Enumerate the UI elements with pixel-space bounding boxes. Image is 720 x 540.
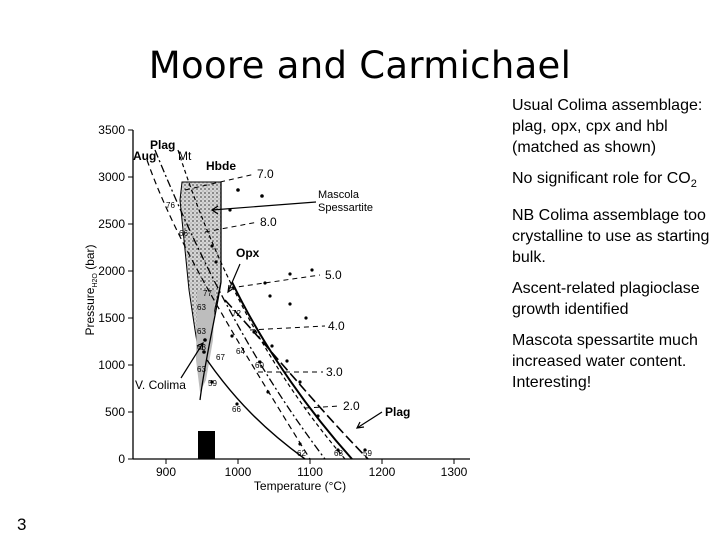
y-axis-ticks xyxy=(128,129,133,460)
note-co2-subscript: 2 xyxy=(690,178,697,191)
note-co2-text: No significant role for CO xyxy=(512,170,691,187)
page-number: 3 xyxy=(17,515,27,534)
run-number: 66 xyxy=(179,229,188,238)
label-spessartite: Spessartite xyxy=(318,202,373,214)
y-axis-tick-labels: 0 500 1000 1500 2000 2500 3000 3500 xyxy=(98,123,125,466)
run-number: 62 xyxy=(297,449,306,458)
phase-label-hbde: Hbde xyxy=(206,159,236,173)
starting-bulk-block xyxy=(198,431,215,459)
y-axis-label-sub: H2O xyxy=(92,273,99,288)
phase-label-aug: Aug xyxy=(133,149,156,163)
plag-left-boundary-curve xyxy=(154,149,326,460)
rock-labels: Mascola Spessartite V. Colima xyxy=(135,189,373,392)
v-colima-inner-curve xyxy=(206,359,306,460)
phase-boundaries xyxy=(146,149,369,460)
run-number: 76 xyxy=(166,201,175,210)
isopleth-label: 2.0 xyxy=(343,399,360,413)
y-axis-label-unit: (bar) xyxy=(83,244,97,273)
x-tick-label: 900 xyxy=(156,465,176,479)
run-number: 68 xyxy=(334,449,343,458)
phase-label-plag: Plag xyxy=(150,138,175,152)
y-axis-label-main: Pressure xyxy=(83,287,97,335)
phase-label-opx: Opx xyxy=(236,246,260,260)
y-tick-label: 3500 xyxy=(98,123,125,137)
phase-label-plag-lower: Plag xyxy=(385,405,410,419)
isopleth-labels: 7.0 8.0 5.0 4.0 3.0 2.0 xyxy=(257,167,360,413)
y-tick-label: 2500 xyxy=(98,217,125,231)
run-number: 66 xyxy=(232,405,241,414)
isopleth-label: 3.0 xyxy=(326,365,343,379)
note-co2: No significant role for CO2 xyxy=(512,168,712,195)
notes-list: Usual Colima assemblage: plag, opx, cpx … xyxy=(512,95,712,403)
x-axis-ticks xyxy=(165,459,455,464)
run-number: 63 xyxy=(197,343,206,352)
y-tick-label: 2000 xyxy=(98,264,125,278)
experiment-points xyxy=(202,188,367,452)
y-tick-label: 0 xyxy=(118,452,125,466)
run-number: 63 xyxy=(197,327,206,336)
note-mascota: Mascota spessartite much increased water… xyxy=(512,332,698,392)
x-tick-label: 1000 xyxy=(225,465,252,479)
run-number: 72 xyxy=(232,309,241,318)
x-tick-label: 1100 xyxy=(297,465,323,479)
x-axis-label: Temperature (°C) xyxy=(254,479,346,493)
y-tick-label: 500 xyxy=(105,405,125,419)
opx-boundary-curve xyxy=(231,281,353,460)
x-axis-tick-labels: 900 1000 1100 1200 1300 xyxy=(156,465,468,479)
run-numbers: 76 66 77 63 63 72 63 67 64 60 63 59 66 6… xyxy=(166,201,372,458)
y-tick-label: 3000 xyxy=(98,170,125,184)
note-plagioclase: Ascent-related plagioclase growth identi… xyxy=(512,280,700,319)
mt-boundary-curve xyxy=(177,149,346,460)
run-number: 60 xyxy=(255,361,264,370)
aug-boundary-curve xyxy=(146,159,311,460)
phase-labels: Plag Aug Mt Hbde Opx Plag xyxy=(133,138,410,419)
run-number: 63 xyxy=(197,365,206,374)
label-v-colima: V. Colima xyxy=(135,378,186,392)
run-number: 59 xyxy=(363,449,372,458)
y-tick-label: 1000 xyxy=(98,358,125,372)
plag-right-boundary-curve xyxy=(224,299,369,460)
x-tick-label: 1200 xyxy=(369,465,396,479)
slide-title: Moore and Carmichael xyxy=(148,44,572,87)
run-number: 63 xyxy=(197,303,206,312)
run-number: 67 xyxy=(216,353,225,362)
run-number: 59 xyxy=(208,379,217,388)
isopleth-label: 7.0 xyxy=(257,167,274,181)
y-tick-label: 1500 xyxy=(98,311,125,325)
isopleth-label: 8.0 xyxy=(260,215,277,229)
phase-label-mt: Mt xyxy=(178,149,192,163)
isopleth-label: 4.0 xyxy=(328,319,345,333)
y-axis-label: PressureH2O (bar) xyxy=(83,244,99,335)
run-number: 77 xyxy=(203,289,212,298)
isopleth-lines xyxy=(184,173,341,409)
isopleth-label: 5.0 xyxy=(325,268,342,282)
hbde-boundary-curve xyxy=(199,182,222,401)
note-crystalline: NB Colima assemblage too crystalline to … xyxy=(512,207,710,267)
note-assemblage: Usual Colima assemblage: plag, opx, cpx … xyxy=(512,97,703,156)
run-number: 64 xyxy=(236,347,245,356)
x-tick-label: 1300 xyxy=(441,465,468,479)
label-mascola: Mascola xyxy=(318,189,360,201)
